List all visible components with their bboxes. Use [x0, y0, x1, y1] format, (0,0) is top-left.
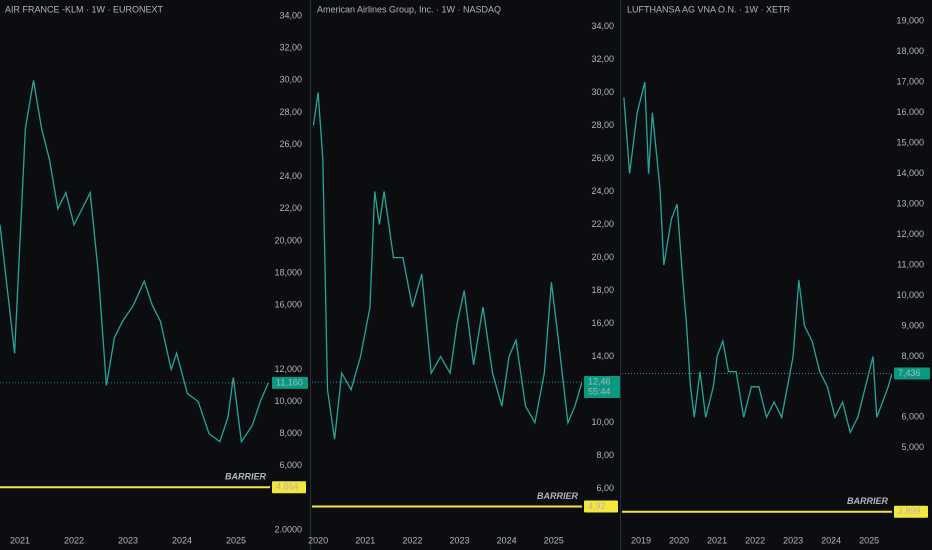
x-tick-label: 2023 — [783, 535, 803, 545]
y-tick-label: 32,00 — [591, 54, 614, 64]
plot-area — [312, 92, 582, 440]
y-tick-label: 6,000 — [279, 460, 302, 470]
last-price-box — [272, 376, 308, 389]
y-tick-label: 16,00 — [591, 318, 614, 328]
price-line — [623, 82, 892, 435]
barrier-box — [584, 500, 618, 513]
y-tick-label: 6,000 — [901, 412, 924, 422]
y-tick-label: 12,000 — [274, 364, 302, 374]
y-tick-label: 2.0000 — [274, 524, 302, 534]
y-tick-label: 15,000 — [896, 138, 924, 148]
barrier-label: 4,664 — [276, 482, 299, 492]
y-tick-label: 13,000 — [896, 198, 924, 208]
chart-panel: LUFTHANSA AG VNA O.N. · 1W · XETR 5,000 6,… — [622, 4, 930, 545]
price-line — [0, 80, 269, 444]
y-tick-label: 16,000 — [274, 300, 302, 310]
x-tick-label: 2024 — [497, 535, 517, 545]
y-tick-label: 22,00 — [591, 219, 614, 229]
plot-area — [623, 82, 892, 435]
y-tick-label: 17,000 — [896, 77, 924, 87]
y-tick-label: 11,000 — [897, 259, 924, 269]
y-tick-label: 28,00 — [591, 120, 614, 130]
y-tick-label: 20,00 — [591, 252, 614, 262]
y-tick-label: 8,00 — [596, 450, 614, 460]
last-price-box — [584, 376, 620, 399]
y-tick-label: 10,000 — [896, 290, 924, 300]
chart-panel: AIR FRANCE -KLM · 1W · EURONEXT 2.0000 6,0… — [0, 4, 308, 545]
x-tick-label: 2023 — [449, 535, 469, 545]
x-tick-label: 2019 — [631, 535, 651, 545]
y-tick-label: 22,00 — [279, 203, 302, 213]
barrier-text: BARRIER — [537, 491, 579, 501]
chart-title: LUFTHANSA AG VNA O.N. · 1W · XETR — [627, 4, 791, 14]
last-price-label: 11,160 — [276, 377, 303, 387]
barrier-label: 4,92 — [588, 501, 606, 511]
y-tick-label: 6,00 — [596, 483, 614, 493]
last-price-label: 12,46 — [588, 376, 611, 386]
x-tick-label: 2022 — [402, 535, 422, 545]
y-tick-label: 14,00 — [591, 351, 614, 361]
y-tick-label: 30,00 — [279, 75, 302, 85]
y-tick-label: 34,00 — [591, 21, 614, 31]
plot-area — [0, 80, 269, 444]
x-tick-label: 2021 — [707, 535, 727, 545]
barrier-text: BARRIER — [847, 496, 889, 506]
y-tick-label: 5,000 — [901, 442, 924, 452]
y-tick-label: 8,000 — [901, 351, 924, 361]
y-tick-label: 19,000 — [896, 16, 924, 26]
x-tick-label: 2024 — [821, 535, 841, 545]
y-tick-label: 10,000 — [274, 396, 302, 406]
x-tick-label: 2025 — [544, 535, 564, 545]
last-price-label: 7,436 — [898, 368, 921, 378]
barrier-text: BARRIER — [225, 472, 267, 482]
barrier-box — [894, 505, 928, 518]
x-tick-label: 2021 — [10, 535, 30, 545]
x-tick-label: 2020 — [308, 535, 328, 545]
price-line — [312, 92, 582, 440]
y-tick-label: 18,00 — [591, 285, 614, 295]
y-tick-label: 10,00 — [591, 417, 614, 427]
y-tick-label: 26,00 — [279, 139, 302, 149]
barrier-box — [272, 481, 306, 494]
y-tick-label: 14,000 — [896, 168, 924, 178]
chart-panel: American Airlines Group, Inc. · 1W · NAS… — [308, 4, 620, 545]
y-tick-label: 16,000 — [896, 107, 924, 117]
y-tick-label: 9,000 — [901, 320, 924, 330]
x-tick-label: 2024 — [172, 535, 192, 545]
y-tick-label: 24,00 — [591, 186, 614, 196]
x-tick-label: 2022 — [64, 535, 84, 545]
y-tick-label: 28,00 — [279, 107, 302, 117]
x-tick-label: 2021 — [355, 535, 375, 545]
x-tick-label: 2025 — [226, 535, 246, 545]
y-tick-label: 30,00 — [591, 87, 614, 97]
barrier-label: 2,899 — [898, 506, 921, 516]
y-tick-label: 26,00 — [591, 153, 614, 163]
y-tick-label: 18,000 — [274, 267, 302, 277]
last-price-box — [894, 367, 930, 380]
countdown-label: 55:44 — [588, 386, 611, 396]
chart-title: American Airlines Group, Inc. · 1W · NAS… — [317, 4, 501, 14]
x-tick-label: 2023 — [118, 535, 138, 545]
y-tick-label: 12,000 — [896, 229, 924, 239]
x-tick-label: 2022 — [745, 535, 765, 545]
y-tick-label: 20,000 — [274, 235, 302, 245]
x-tick-label: 2025 — [859, 535, 879, 545]
y-tick-label: 24,00 — [279, 171, 302, 181]
y-tick-label: 18,000 — [896, 46, 924, 56]
y-tick-label: 32,00 — [279, 43, 302, 53]
x-tick-label: 2020 — [669, 535, 689, 545]
y-tick-label: 8,000 — [279, 428, 302, 438]
chart-title: AIR FRANCE -KLM · 1W · EURONEXT — [5, 4, 164, 14]
y-tick-label: 34,00 — [279, 10, 302, 20]
